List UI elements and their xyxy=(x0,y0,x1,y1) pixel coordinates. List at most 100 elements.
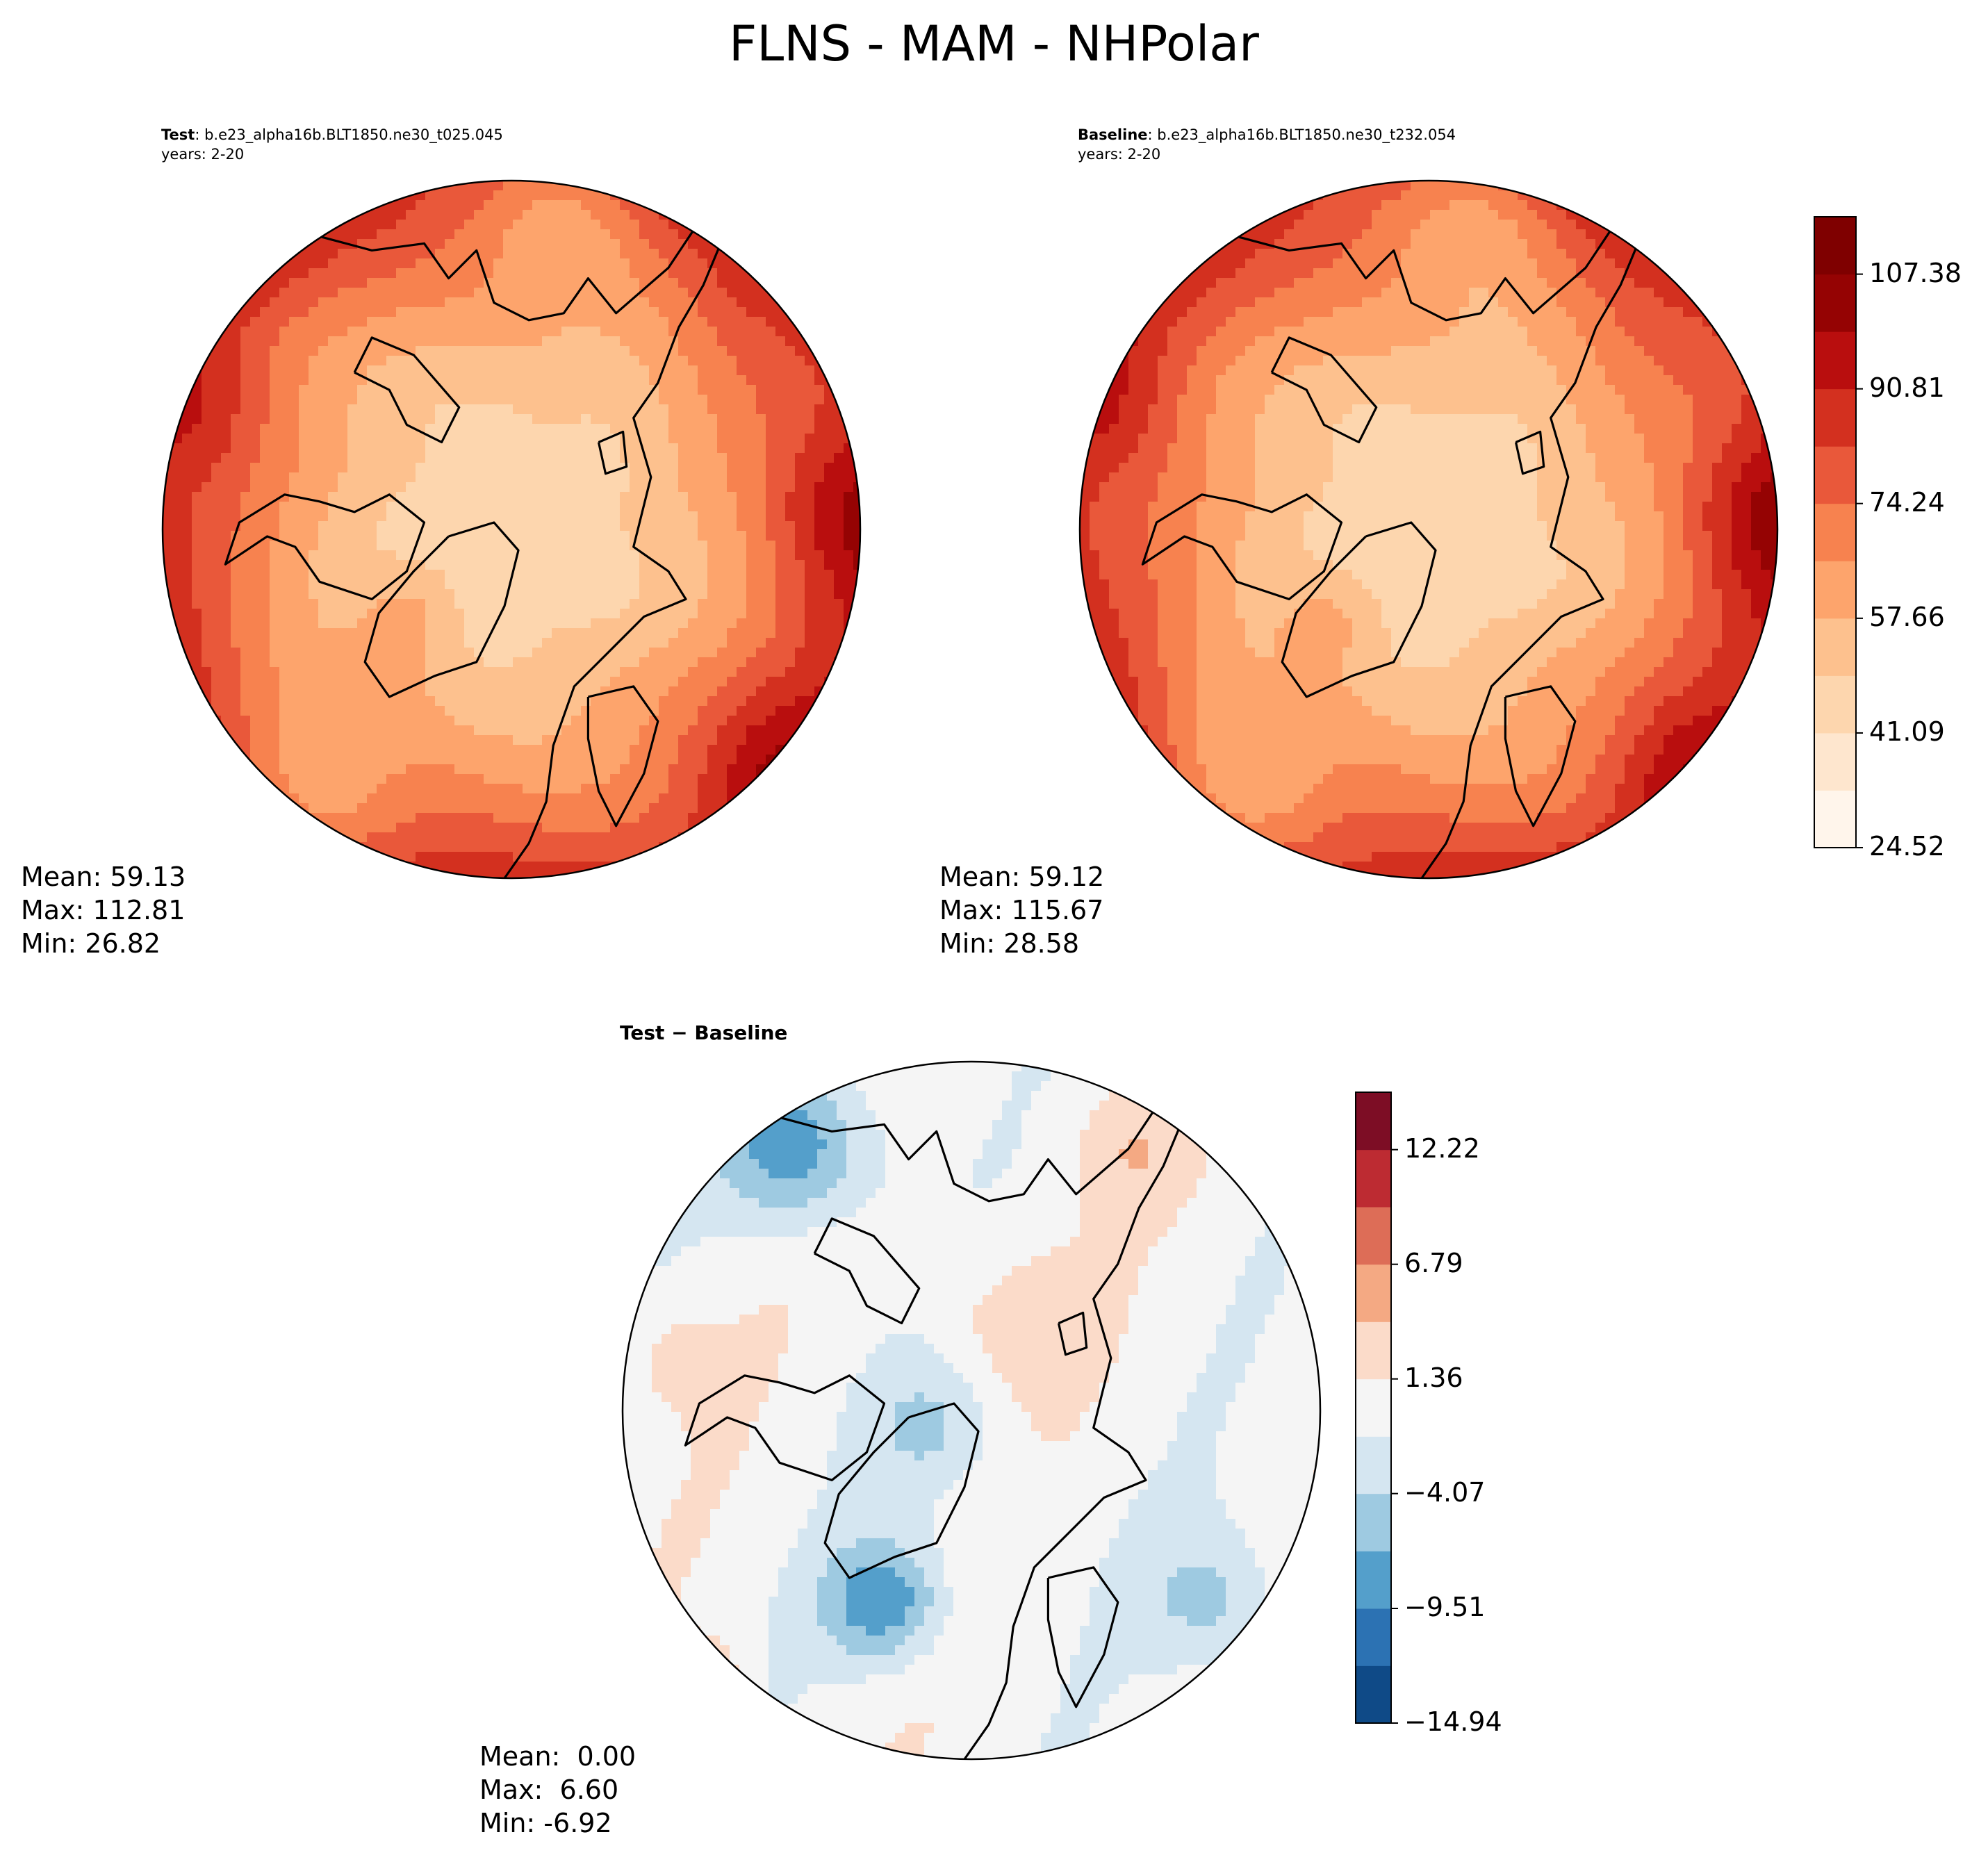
test-map-cell xyxy=(367,764,377,775)
baseline-map-cell xyxy=(1352,229,1363,240)
test-map-cell xyxy=(659,443,669,454)
test-map-cell xyxy=(464,356,475,366)
test-map-cell xyxy=(805,404,815,415)
test-map-cell xyxy=(620,365,630,376)
test-map-cell xyxy=(523,424,533,434)
baseline-map-cell xyxy=(1342,229,1353,240)
test-map-cell xyxy=(231,375,241,386)
test-map-cell xyxy=(279,502,290,512)
test-map-cell xyxy=(532,832,543,843)
test-map-cell xyxy=(532,472,543,483)
test-map-cell xyxy=(678,725,689,736)
test-map-cell xyxy=(737,443,747,454)
test-map-cell xyxy=(727,803,737,814)
baseline-map-cell xyxy=(1663,297,1674,308)
test-map-cell xyxy=(464,297,475,308)
baseline-map-cell xyxy=(1362,220,1372,230)
test-map-cell xyxy=(688,803,698,814)
test-map-cell xyxy=(211,404,222,415)
baseline-map-cell xyxy=(1430,258,1440,269)
test-map-cell xyxy=(698,346,708,356)
test-map-cell xyxy=(406,667,416,677)
test-map-cell xyxy=(221,375,231,386)
baseline-map-cell xyxy=(1333,278,1343,288)
test-map-cell xyxy=(367,434,377,444)
baseline-map-cell xyxy=(1518,210,1528,220)
test-map-cell xyxy=(727,725,737,736)
test-map-cell xyxy=(474,268,484,279)
test-map-cell xyxy=(523,755,533,765)
baseline-map-cell xyxy=(1566,268,1577,279)
test-map-cell xyxy=(737,288,747,298)
test-map-cell xyxy=(766,365,776,376)
test-map-cell xyxy=(707,550,718,561)
baseline-map-cell xyxy=(1634,268,1645,279)
test-map-cell xyxy=(581,492,591,502)
test-map-cell xyxy=(639,638,650,648)
test-map-cell xyxy=(630,589,640,600)
baseline-map-cell xyxy=(1420,210,1431,220)
test-map-cell xyxy=(503,628,514,639)
baseline-map-cell xyxy=(1537,258,1547,269)
test-map-cell xyxy=(474,443,484,454)
baseline-map-cell xyxy=(1605,307,1616,318)
test-map-cell xyxy=(279,453,290,463)
test-map-cell xyxy=(240,648,251,658)
test-map-cell xyxy=(416,735,426,746)
test-map-cell xyxy=(328,677,338,687)
test-map-cell xyxy=(610,852,621,862)
test-map-cell xyxy=(581,336,591,347)
test-map-cell xyxy=(416,365,426,376)
test-map-cell xyxy=(270,414,280,425)
test-map-cell xyxy=(299,774,309,784)
test-map-cell xyxy=(630,346,640,356)
test-map-cell xyxy=(523,453,533,463)
test-map-cell xyxy=(707,482,718,493)
baseline-map-cell xyxy=(1430,278,1440,288)
test-map-cell xyxy=(260,356,270,366)
test-map-cell xyxy=(396,667,406,677)
test-map-cell xyxy=(698,550,708,561)
test-map-cell xyxy=(386,813,397,823)
test-map-cell xyxy=(571,443,582,454)
test-map-cell xyxy=(357,424,368,434)
test-map-cell xyxy=(668,239,679,249)
test-map-cell xyxy=(484,550,494,561)
test-map-cell xyxy=(766,327,776,337)
test-map-cell xyxy=(425,706,436,716)
baseline-map-cell xyxy=(1537,278,1547,288)
baseline-years: years: 2-20 xyxy=(1078,146,1161,163)
test-map-cell xyxy=(727,502,737,512)
test-map-cell xyxy=(542,657,552,668)
test-map-cell xyxy=(513,686,523,697)
baseline-map-cell xyxy=(1634,278,1645,288)
test-map-cell xyxy=(357,511,368,522)
test-map-cell xyxy=(698,239,708,249)
test-map-cell xyxy=(270,541,280,551)
test-map-cell xyxy=(600,317,611,327)
test-map-cell xyxy=(727,686,737,697)
test-map-cell xyxy=(386,628,397,639)
test-map-cell xyxy=(620,677,630,687)
test-map-cell xyxy=(211,395,222,405)
test-map-cell xyxy=(834,472,844,483)
test-map-cell xyxy=(775,463,786,473)
baseline-map-cell xyxy=(1158,307,1168,318)
test-map-cell xyxy=(766,395,776,405)
test-map-cell xyxy=(668,735,679,746)
test-map-cell xyxy=(610,220,621,230)
test-map-cell xyxy=(386,657,397,668)
baseline-map-cell xyxy=(1469,268,1479,279)
test-map-cell xyxy=(775,385,786,395)
test-map-cell xyxy=(668,813,679,823)
test-map-cell xyxy=(795,560,805,570)
test-map-cell xyxy=(756,579,766,590)
test-map-cell xyxy=(474,638,484,648)
baseline-map-cell xyxy=(1323,278,1333,288)
test-map-cell xyxy=(445,336,455,347)
test-map-cell xyxy=(309,764,319,775)
baseline-map-cell xyxy=(1586,229,1596,240)
test-map-cell xyxy=(805,424,815,434)
test-map-cell xyxy=(649,336,659,347)
test-map-cell xyxy=(357,852,368,862)
